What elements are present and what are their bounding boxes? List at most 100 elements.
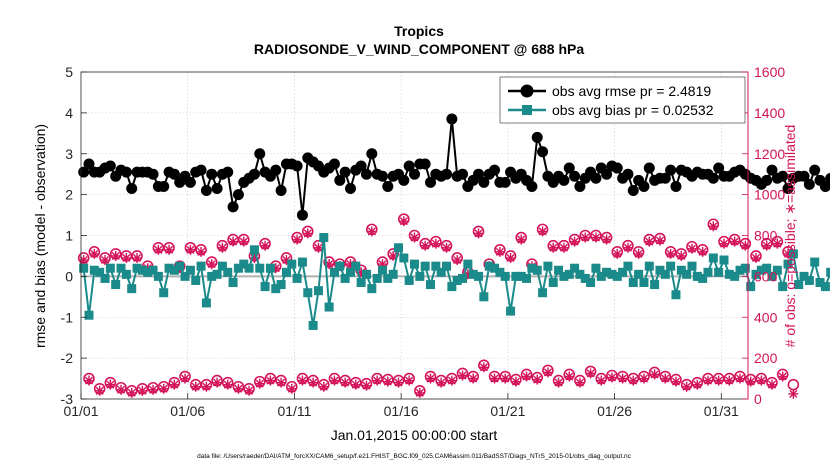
bias-marker [575,269,585,279]
assimilated-obs-marker [558,242,569,253]
bias-marker [746,282,756,292]
rmse-marker [403,160,415,172]
assimilated-obs-marker [510,376,521,387]
bias-marker [361,269,371,279]
assimilated-obs-marker [681,381,692,392]
x-tick-label: 01/21 [490,403,525,419]
assimilated-obs-stroke [95,386,104,395]
bias-marker [516,271,526,281]
assimilated-obs-marker [372,375,383,386]
bias-marker [233,263,243,273]
rmse-marker [782,182,794,194]
rmse-marker [766,164,778,176]
assimilated-obs-marker [537,226,548,237]
bias-marker [639,278,649,288]
assimilated-obs-stroke [165,245,174,254]
bias-marker [185,265,195,275]
rmse-marker [670,180,682,192]
assimilated-obs-stroke [559,243,568,252]
assimilated-obs-marker [505,252,516,263]
bias-marker [196,261,206,271]
assimilated-obs-stroke [282,255,291,265]
bias-marker [116,263,126,273]
bias-marker [687,261,697,271]
assimilated-obs-stroke [762,241,771,250]
rmse-marker [707,172,719,184]
bias-marker [404,275,414,285]
x-axis-label: Jan.01,2015 00:00:00 start [331,427,498,443]
assimilated-obs-marker [676,250,687,261]
assimilated-obs-marker [233,383,244,394]
bias-marker [399,253,409,263]
assimilated-obs-stroke [666,249,675,258]
bias-marker [383,273,393,283]
assimilated-obs-marker [185,244,196,255]
rmse-marker [296,209,308,221]
assimilated-obs-marker [772,238,783,249]
left-tick-label: 1 [65,228,73,244]
assimilated-obs-stroke [218,243,227,252]
assimilated-obs-stroke [703,376,713,385]
assimilated-obs-stroke [586,369,595,378]
assimilated-obs-marker [126,387,137,398]
rmse-marker [291,160,303,172]
bias-marker [297,257,307,267]
assimilated-obs-marker [121,252,132,263]
assimilated-obs-stroke [469,374,478,383]
assimilated-obs-marker [201,381,212,392]
bias-marker [442,261,452,271]
bias-marker [148,265,158,275]
assimilated-obs-stroke [202,382,211,391]
assimilated-obs-stroke [437,378,446,387]
chart-subtitle: RADIOSONDE_V_WIND_COMPONENT @ 688 hPa [254,41,584,57]
bias-marker [756,265,766,275]
assimilated-obs-stroke [698,247,707,256]
rmse-marker [627,185,639,197]
bias-marker [794,280,804,290]
rmse-marker [376,170,388,182]
assimilated-obs-stroke [629,376,638,385]
rmse-marker [222,166,234,178]
bias-marker [372,273,382,283]
assimilated-obs-marker [622,242,633,253]
assimilated-obs-stroke [405,376,414,385]
assimilated-obs-marker [446,375,457,386]
chart-title: Tropics [394,23,444,39]
assimilated-obs-stroke [581,233,590,242]
bias-marker [260,282,270,292]
assimilated-obs-marker [590,232,601,243]
assimilated-obs-stroke [490,374,499,383]
assimilated-obs-marker [692,379,703,390]
assimilated-obs-marker [148,384,159,395]
assimilated-obs-stroke [661,374,670,383]
bias-marker [527,263,537,273]
assimilated-obs-stroke [186,245,195,254]
assimilated-obs-stroke [458,371,467,380]
bias-marker [564,269,574,279]
left-tick-label: 2 [65,187,73,203]
bias-marker [479,292,489,302]
assimilated-obs-marker [302,228,313,239]
assimilated-obs-stroke [277,378,286,387]
bias-marker [506,306,516,316]
assimilated-obs-marker [708,221,719,232]
assimilated-obs-stroke [773,239,782,248]
rmse-marker [638,180,650,192]
assimilated-obs-stroke [453,255,462,265]
bias-marker [201,298,211,308]
assimilated-obs-stroke [501,374,510,383]
rmse-marker [659,172,671,184]
assimilated-obs-stroke [543,368,552,377]
bias-marker [671,290,681,300]
rmse-marker [441,168,453,180]
bias-marker [100,273,110,283]
bias-marker [660,269,670,279]
bias-marker [468,269,478,279]
rmse-marker [537,146,549,158]
x-tick-label: 01/16 [384,403,419,419]
assimilated-obs-marker [574,377,585,388]
bias-series [79,233,830,330]
rmse-marker [713,162,725,174]
assimilated-obs-stroke [255,379,264,388]
bias-marker [265,263,275,273]
